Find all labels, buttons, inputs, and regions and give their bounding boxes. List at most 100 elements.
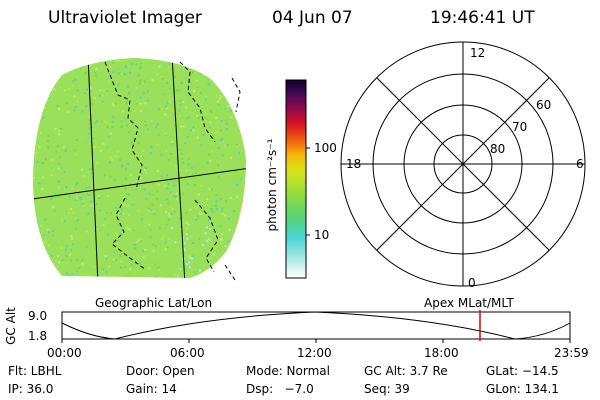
image-pixel bbox=[143, 168, 146, 171]
image-pixel bbox=[235, 269, 238, 272]
image-pixel bbox=[119, 126, 122, 128]
image-pixel bbox=[70, 237, 73, 240]
image-pixel bbox=[114, 278, 116, 280]
image-pixel bbox=[38, 182, 41, 185]
image-pixel bbox=[226, 81, 229, 84]
image-pixel bbox=[67, 211, 70, 214]
image-pixel bbox=[226, 221, 229, 223]
image-pixel bbox=[231, 187, 233, 190]
image-pixel bbox=[167, 213, 170, 216]
image-pixel bbox=[45, 192, 48, 195]
image-pixel bbox=[225, 116, 228, 119]
image-pixel bbox=[150, 145, 153, 148]
image-pixel bbox=[88, 274, 91, 277]
image-pixel bbox=[249, 197, 251, 199]
image-pixel bbox=[184, 249, 187, 252]
image-pixel bbox=[178, 168, 181, 171]
image-pixel bbox=[133, 110, 136, 113]
image-pixel bbox=[38, 145, 41, 148]
image-pixel bbox=[144, 248, 147, 251]
image-pixel bbox=[88, 115, 90, 118]
image-pixel bbox=[168, 100, 171, 103]
image-pixel bbox=[80, 136, 83, 139]
image-pixel bbox=[68, 196, 71, 198]
image-pixel bbox=[117, 83, 120, 86]
info-glon: GLon: 134.1 bbox=[486, 382, 559, 396]
image-pixel bbox=[187, 275, 190, 278]
image-pixel bbox=[109, 175, 112, 178]
info-gain: Gain: 14 bbox=[126, 382, 177, 396]
image-pixel bbox=[218, 97, 221, 100]
image-pixel bbox=[114, 155, 117, 158]
info-door: Door: Open bbox=[126, 364, 195, 378]
image-pixel bbox=[70, 208, 73, 211]
image-pixel bbox=[106, 89, 109, 92]
image-pixel bbox=[109, 132, 112, 135]
image-pixel bbox=[142, 256, 145, 259]
image-pixel bbox=[37, 256, 40, 259]
image-pixel bbox=[216, 273, 218, 276]
image-pixel bbox=[129, 174, 132, 177]
image-pixel bbox=[177, 206, 180, 209]
image-pixel bbox=[122, 204, 125, 206]
image-pixel bbox=[249, 150, 251, 152]
image-pixel bbox=[140, 155, 143, 158]
image-pixel bbox=[85, 105, 88, 108]
image-pixel bbox=[152, 219, 155, 222]
image-pixel bbox=[156, 190, 158, 193]
image-pixel bbox=[51, 150, 54, 153]
image-pixel bbox=[209, 160, 212, 163]
image-pixel bbox=[112, 102, 114, 105]
image-pixel bbox=[111, 220, 114, 223]
image-pixel bbox=[164, 132, 167, 135]
image-pixel bbox=[186, 227, 189, 230]
image-pixel bbox=[244, 221, 246, 224]
image-pixel bbox=[144, 167, 147, 170]
image-pixel bbox=[200, 184, 203, 187]
image-pixel bbox=[149, 229, 152, 232]
image-pixel bbox=[243, 210, 246, 213]
image-pixel bbox=[200, 144, 203, 147]
image-pixel bbox=[214, 147, 216, 150]
image-pixel bbox=[82, 204, 85, 207]
image-pixel bbox=[68, 88, 71, 91]
image-pixel bbox=[216, 63, 219, 66]
image-pixel bbox=[58, 162, 61, 165]
image-pixel bbox=[47, 228, 50, 231]
image-pixel bbox=[59, 166, 62, 169]
image-pixel bbox=[160, 175, 163, 178]
image-pixel bbox=[199, 71, 202, 74]
image-pixel bbox=[62, 146, 65, 149]
image-pixel bbox=[88, 194, 91, 196]
image-pixel bbox=[35, 231, 37, 234]
image-pixel bbox=[131, 119, 134, 122]
info-seq: Seq: 39 bbox=[364, 382, 410, 396]
image-pixel bbox=[174, 75, 177, 78]
image-pixel bbox=[220, 95, 223, 98]
image-pixel bbox=[195, 206, 198, 209]
image-pixel bbox=[225, 119, 228, 122]
image-pixel bbox=[33, 269, 35, 272]
image-pixel bbox=[80, 198, 83, 201]
image-pixel bbox=[90, 200, 92, 203]
image-pixel bbox=[226, 74, 229, 77]
image-pixel bbox=[70, 63, 73, 66]
image-pixel bbox=[52, 60, 55, 63]
image-pixel bbox=[207, 153, 210, 156]
image-pixel bbox=[65, 102, 68, 104]
image-pixel bbox=[190, 276, 193, 278]
image-pixel bbox=[196, 136, 199, 139]
image-pixel bbox=[208, 96, 211, 99]
image-pixel bbox=[43, 233, 46, 236]
image-pixel bbox=[125, 197, 128, 200]
image-pixel bbox=[107, 80, 110, 83]
image-pixel bbox=[130, 77, 133, 80]
image-pixel bbox=[33, 148, 34, 150]
image-pixel bbox=[223, 81, 225, 84]
image-pixel bbox=[143, 188, 146, 191]
image-pixel bbox=[249, 195, 251, 197]
image-pixel bbox=[170, 174, 173, 177]
image-pixel bbox=[185, 72, 188, 75]
image-pixel bbox=[180, 125, 183, 128]
info-gc-alt: GC Alt: 3.7 Re bbox=[364, 364, 448, 378]
